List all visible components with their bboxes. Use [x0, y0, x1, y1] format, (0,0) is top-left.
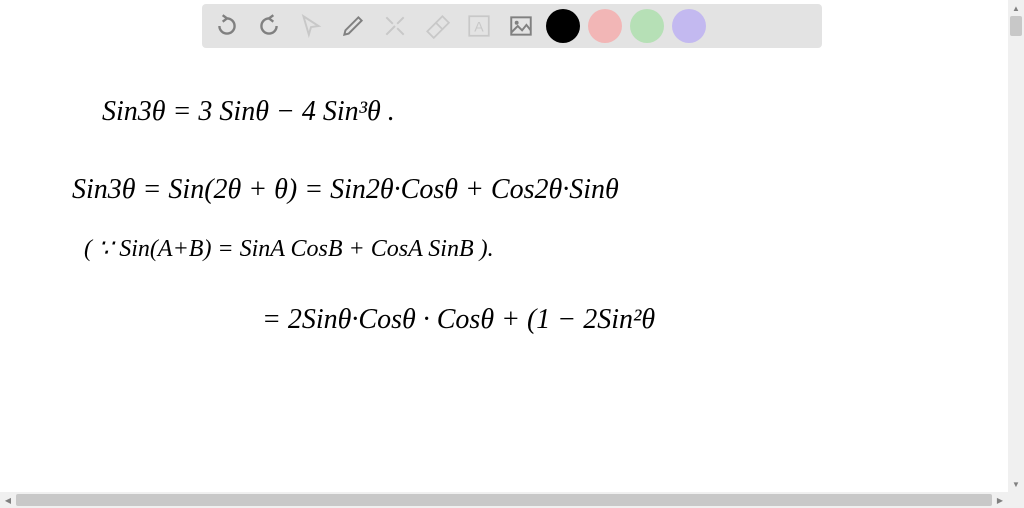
pointer-icon	[298, 13, 324, 39]
color-swatch-black[interactable]	[546, 9, 580, 43]
image-icon	[508, 13, 534, 39]
redo-button[interactable]	[252, 9, 286, 43]
whiteboard-app: A Sin3θ = 3 Sinθ − 4 Sin³θ . Sin3θ = Sin…	[0, 0, 1024, 508]
handwriting-line-3: ( ∵ Sin(A+B) = SinA CosB + CosA SinB ).	[84, 234, 494, 263]
undo-button[interactable]	[210, 9, 244, 43]
horizontal-scrollbar-thumb[interactable]	[16, 494, 992, 506]
text-button[interactable]: A	[462, 9, 496, 43]
image-button[interactable]	[504, 9, 538, 43]
color-swatch-pink[interactable]	[588, 9, 622, 43]
undo-icon	[214, 13, 240, 39]
horizontal-scrollbar[interactable]: ◀ ▶	[0, 492, 1008, 508]
eraser-button[interactable]	[420, 9, 454, 43]
handwriting-line-4: = 2Sinθ·Cosθ · Cosθ + (1 − 2Sin²θ	[262, 304, 655, 336]
pointer-button[interactable]	[294, 9, 328, 43]
eraser-icon	[424, 13, 450, 39]
tools-button[interactable]	[378, 9, 412, 43]
color-swatch-green[interactable]	[630, 9, 664, 43]
vertical-scrollbar[interactable]: ▲ ▼	[1008, 0, 1024, 492]
handwriting-line-2: Sin3θ = Sin(2θ + θ) = Sin2θ·Cosθ + Cos2θ…	[72, 174, 619, 206]
scroll-down-icon: ▼	[1008, 476, 1024, 492]
scroll-up-icon: ▲	[1008, 0, 1024, 16]
drawing-canvas[interactable]: Sin3θ = 3 Sinθ − 4 Sin³θ . Sin3θ = Sin(2…	[0, 52, 1024, 492]
vertical-scrollbar-thumb[interactable]	[1010, 16, 1022, 36]
text-icon: A	[466, 13, 492, 39]
pen-icon	[340, 13, 366, 39]
toolbar: A	[202, 4, 822, 48]
svg-text:A: A	[474, 18, 484, 34]
handwriting-line-1: Sin3θ = 3 Sinθ − 4 Sin³θ .	[102, 96, 395, 128]
color-swatch-purple[interactable]	[672, 9, 706, 43]
redo-icon	[256, 13, 282, 39]
pen-button[interactable]	[336, 9, 370, 43]
tools-icon	[382, 13, 408, 39]
scroll-corner	[1008, 492, 1024, 508]
scroll-right-icon: ▶	[992, 492, 1008, 508]
scroll-left-icon: ◀	[0, 492, 16, 508]
